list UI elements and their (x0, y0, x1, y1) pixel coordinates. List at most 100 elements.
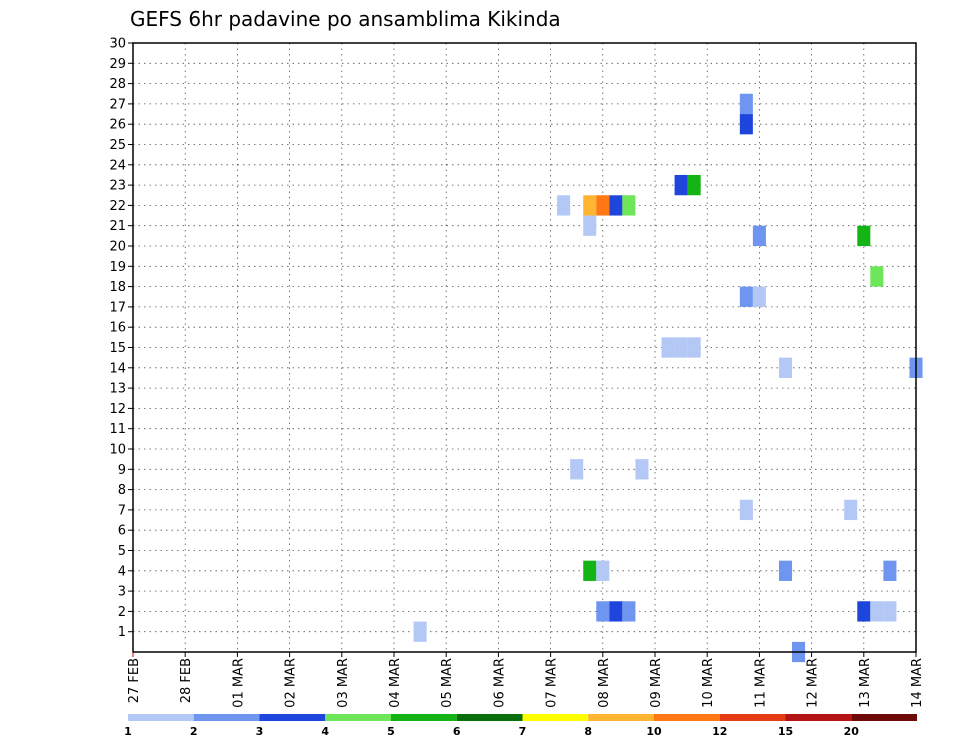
precip-cell (739, 114, 753, 135)
y-tick-label: 21 (109, 219, 126, 234)
precip-cell (674, 337, 688, 358)
legend-label: 7 (519, 725, 527, 738)
x-tick-label: 01 MAR (231, 658, 246, 708)
precip-cell (857, 225, 871, 246)
y-tick-label: 18 (109, 280, 126, 295)
legend-label: 12 (712, 725, 727, 738)
x-tick-label: 27 FEB (127, 658, 142, 703)
legend-label: 4 (321, 725, 329, 738)
precip-cell (739, 286, 753, 307)
y-tick-label: 15 (109, 341, 126, 356)
y-tick-label: 19 (109, 260, 126, 275)
y-tick-label: 2 (118, 605, 126, 620)
precip-cell (583, 560, 597, 581)
precip-cell (609, 601, 623, 622)
precip-cell (739, 499, 753, 521)
y-tick-label: 12 (109, 402, 126, 417)
x-tick-label: 06 MAR (492, 658, 507, 708)
precip-cell (883, 601, 897, 622)
legend-label: 6 (453, 725, 461, 738)
chart-grid (133, 42, 916, 652)
precip-cell (687, 174, 701, 196)
x-tick-label: 05 MAR (440, 658, 455, 708)
legend-swatch (391, 714, 457, 721)
precip-cell (596, 195, 610, 216)
chart-title: GEFS 6hr padavine po ansamblima Kikinda (130, 7, 561, 31)
precip-cell (622, 195, 636, 216)
legend-swatch (522, 714, 589, 721)
precip-cell (778, 560, 793, 581)
precip-cell (739, 93, 753, 115)
legend-swatch (719, 714, 786, 721)
precip-cell (752, 286, 766, 307)
legend-label: 15 (778, 725, 793, 738)
y-tick-label: 26 (109, 118, 126, 133)
y-tick-label: 8 (118, 483, 126, 498)
y-tick-label: 3 (118, 585, 126, 600)
y-tick-label: 30 (109, 37, 126, 52)
precip-cells (413, 93, 923, 663)
x-tick-label: 02 MAR (284, 658, 299, 708)
precip-cell (857, 601, 871, 622)
y-tick-label: 7 (118, 503, 126, 518)
y-tick-label: 5 (118, 544, 126, 559)
color-legend: 1 2 3 4 5 6 7 8 10 12 15 20 (124, 714, 917, 738)
y-tick-label: 10 (109, 443, 126, 458)
precip-cell (622, 601, 636, 622)
x-tick-label: 03 MAR (336, 658, 351, 708)
legend-label: 3 (256, 725, 264, 738)
x-tick-label: 13 MAR (858, 658, 873, 708)
legend-swatch (193, 714, 260, 721)
precip-cell (687, 337, 701, 358)
precip-cell (752, 225, 766, 246)
legend-label: 2 (190, 725, 198, 738)
y-tick-label: 25 (109, 138, 126, 153)
precip-cell (883, 560, 897, 581)
legend-label: 10 (646, 725, 662, 738)
precip-cell (778, 357, 793, 378)
legend-swatch (325, 714, 391, 721)
y-tick-label: 9 (118, 463, 126, 478)
precip-cell (596, 560, 610, 581)
precip-cell (557, 195, 571, 216)
x-tick-label: 14 MAR (910, 658, 925, 708)
y-tick-label: 27 (109, 97, 126, 112)
y-tick-label: 23 (109, 179, 126, 194)
precip-cell (844, 499, 858, 521)
precip-cell (870, 266, 884, 287)
x-tick-label: 09 MAR (649, 658, 664, 708)
x-tick-label: 08 MAR (597, 658, 612, 708)
x-tick-label: 28 FEB (179, 658, 194, 703)
legend-swatch (785, 714, 852, 721)
precip-cell (635, 459, 649, 480)
legend-swatch (456, 714, 523, 721)
precip-cell (583, 195, 597, 216)
precip-cell (570, 459, 584, 480)
x-axis: 27 FEB 28 FEB 01 MAR 02 MAR 03 MAR 04 MAR 05 M… (127, 652, 925, 708)
x-tick-label: 10 MAR (701, 658, 716, 708)
y-tick-label: 1 (118, 625, 126, 640)
legend-label: 8 (584, 725, 592, 738)
y-axis: 1234567891011121314151617181920212223242… (109, 37, 133, 640)
y-tick-label: 29 (109, 57, 126, 72)
x-tick-label: 12 MAR (806, 658, 821, 708)
x-tick-label: 11 MAR (753, 658, 768, 708)
legend-swatch (128, 714, 194, 721)
x-tick-label: 07 MAR (545, 658, 560, 708)
precip-cell (674, 174, 688, 196)
precip-cell (596, 601, 610, 622)
legend-swatch (259, 714, 326, 721)
y-tick-label: 22 (109, 199, 126, 214)
precip-cell (661, 337, 675, 358)
legend-swatch (654, 714, 720, 721)
precip-cell (413, 621, 427, 642)
legend-swatch (851, 714, 917, 721)
y-tick-label: 16 (109, 321, 126, 336)
y-tick-label: 4 (118, 564, 126, 579)
precip-cell (870, 601, 884, 622)
precip-cell (583, 215, 597, 236)
legend-label: 20 (844, 725, 860, 738)
y-tick-label: 20 (109, 240, 126, 255)
y-tick-label: 11 (109, 422, 126, 437)
